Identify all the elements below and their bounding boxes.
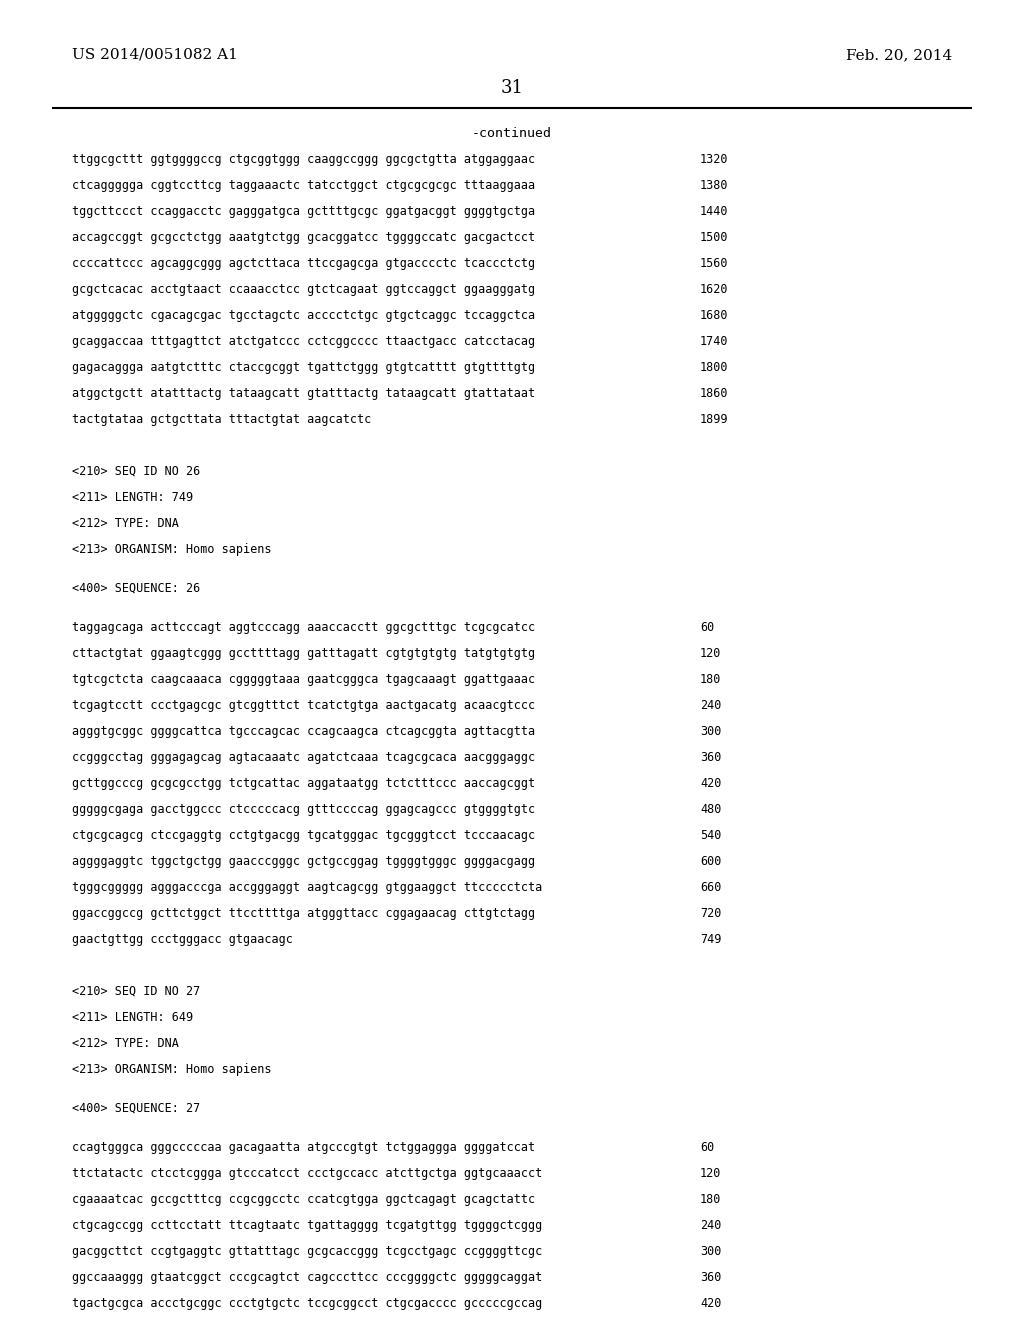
Text: 660: 660 [700,880,721,894]
Text: <210> SEQ ID NO 26: <210> SEQ ID NO 26 [72,465,201,478]
Text: ggaccggccg gcttctggct ttccttttga atgggttacc cggagaacag cttgtctagg: ggaccggccg gcttctggct ttccttttga atgggtt… [72,907,536,920]
Text: taggagcaga acttcccagt aggtcccagg aaaccacctt ggcgctttgc tcgcgcatcc: taggagcaga acttcccagt aggtcccagg aaaccac… [72,620,536,634]
Text: <210> SEQ ID NO 27: <210> SEQ ID NO 27 [72,985,201,998]
Text: 1440: 1440 [700,205,728,218]
Text: tcgagtcctt ccctgagcgc gtcggtttct tcatctgtga aactgacatg acaacgtccc: tcgagtcctt ccctgagcgc gtcggtttct tcatctg… [72,700,536,711]
Text: 120: 120 [700,647,721,660]
Text: atggctgctt atatttactg tataagcatt gtatttactg tataagcatt gtattataat: atggctgctt atatttactg tataagcatt gtattta… [72,387,536,400]
Text: tgactgcgca accctgcggc ccctgtgctc tccgcggcct ctgcgacccc gcccccgccag: tgactgcgca accctgcggc ccctgtgctc tccgcgg… [72,1298,543,1309]
Text: ggccaaaggg gtaatcggct cccgcagtct cagcccttcc cccggggctc gggggcaggat: ggccaaaggg gtaatcggct cccgcagtct cagccct… [72,1271,543,1284]
Text: 120: 120 [700,1167,721,1180]
Text: gggggcgaga gacctggccc ctcccccacg gtttccccag ggagcagccc gtggggtgtc: gggggcgaga gacctggccc ctcccccacg gtttccc… [72,803,536,816]
Text: 420: 420 [700,1298,721,1309]
Text: ctgcagccgg ccttcctatt ttcagtaatc tgattagggg tcgatgttgg tggggctcggg: ctgcagccgg ccttcctatt ttcagtaatc tgattag… [72,1218,543,1232]
Text: <213> ORGANISM: Homo sapiens: <213> ORGANISM: Homo sapiens [72,543,271,556]
Text: <212> TYPE: DNA: <212> TYPE: DNA [72,1038,179,1049]
Text: 31: 31 [501,79,523,96]
Text: gagacaggga aatgtctttc ctaccgcggt tgattctggg gtgtcatttt gtgttttgtg: gagacaggga aatgtctttc ctaccgcggt tgattct… [72,360,536,374]
Text: 600: 600 [700,855,721,869]
Text: 1740: 1740 [700,335,728,348]
Text: ccagtgggca gggcccccaa gacagaatta atgcccgtgt tctggaggga ggggatccat: ccagtgggca gggcccccaa gacagaatta atgcccg… [72,1140,536,1154]
Text: 420: 420 [700,777,721,789]
Text: agggtgcggc ggggcattca tgcccagcac ccagcaagca ctcagcggta agttacgtta: agggtgcggc ggggcattca tgcccagcac ccagcaa… [72,725,536,738]
Text: 480: 480 [700,803,721,816]
Text: gcgctcacac acctgtaact ccaaacctcc gtctcagaat ggtccaggct ggaagggatg: gcgctcacac acctgtaact ccaaacctcc gtctcag… [72,282,536,296]
Text: 300: 300 [700,1245,721,1258]
Text: tactgtataa gctgcttata tttactgtat aagcatctc: tactgtataa gctgcttata tttactgtat aagcatc… [72,413,372,426]
Text: gcttggcccg gcgcgcctgg tctgcattac aggataatgg tctctttccc aaccagcggt: gcttggcccg gcgcgcctgg tctgcattac aggataa… [72,777,536,789]
Text: tgggcggggg agggacccga accgggaggt aagtcagcgg gtggaaggct ttccccctcta: tgggcggggg agggacccga accgggaggt aagtcag… [72,880,543,894]
Text: gacggcttct ccgtgaggtc gttatttagc gcgcaccggg tcgcctgagc ccggggttcgc: gacggcttct ccgtgaggtc gttatttagc gcgcacc… [72,1245,543,1258]
Text: ttggcgcttt ggtggggccg ctgcggtggg caaggccggg ggcgctgtta atggaggaac: ttggcgcttt ggtggggccg ctgcggtggg caaggcc… [72,153,536,166]
Text: <400> SEQUENCE: 26: <400> SEQUENCE: 26 [72,582,201,595]
Text: gaactgttgg ccctgggacc gtgaacagc: gaactgttgg ccctgggacc gtgaacagc [72,933,293,946]
Text: 1380: 1380 [700,180,728,191]
Text: ctcaggggga cggtccttcg taggaaactc tatcctggct ctgcgcgcgc tttaaggaaa: ctcaggggga cggtccttcg taggaaactc tatcctg… [72,180,536,191]
Text: <400> SEQUENCE: 27: <400> SEQUENCE: 27 [72,1102,201,1115]
Text: <211> LENGTH: 749: <211> LENGTH: 749 [72,491,194,504]
Text: 1899: 1899 [700,413,728,426]
Text: tggcttccct ccaggacctc gagggatgca gcttttgcgc ggatgacggt ggggtgctga: tggcttccct ccaggacctc gagggatgca gcttttg… [72,205,536,218]
Text: 180: 180 [700,673,721,686]
Text: 540: 540 [700,829,721,842]
Text: <213> ORGANISM: Homo sapiens: <213> ORGANISM: Homo sapiens [72,1063,271,1076]
Text: -continued: -continued [472,127,552,140]
Text: aggggaggtc tggctgctgg gaacccgggc gctgccggag tggggtgggc ggggacgagg: aggggaggtc tggctgctgg gaacccgggc gctgccg… [72,855,536,869]
Text: 1860: 1860 [700,387,728,400]
Text: 60: 60 [700,1140,715,1154]
Text: ccgggcctag gggagagcag agtacaaatc agatctcaaa tcagcgcaca aacgggaggc: ccgggcctag gggagagcag agtacaaatc agatctc… [72,751,536,764]
Text: 240: 240 [700,1218,721,1232]
Text: <212> TYPE: DNA: <212> TYPE: DNA [72,517,179,531]
Text: 1800: 1800 [700,360,728,374]
Text: cgaaaatcac gccgctttcg ccgcggcctc ccatcgtgga ggctcagagt gcagctattc: cgaaaatcac gccgctttcg ccgcggcctc ccatcgt… [72,1193,536,1206]
Text: cttactgtat ggaagtcggg gccttttagg gatttagatt cgtgtgtgtg tatgtgtgtg: cttactgtat ggaagtcggg gccttttagg gatttag… [72,647,536,660]
Text: Feb. 20, 2014: Feb. 20, 2014 [846,48,952,62]
Text: 300: 300 [700,725,721,738]
Text: 1680: 1680 [700,309,728,322]
Text: 240: 240 [700,700,721,711]
Text: tgtcgctcta caagcaaaca cgggggtaaa gaatcgggca tgagcaaagt ggattgaaac: tgtcgctcta caagcaaaca cgggggtaaa gaatcgg… [72,673,536,686]
Text: 1500: 1500 [700,231,728,244]
Text: ttctatactc ctcctcggga gtcccatcct ccctgccacc atcttgctga ggtgcaaacct: ttctatactc ctcctcggga gtcccatcct ccctgcc… [72,1167,543,1180]
Text: 1560: 1560 [700,257,728,271]
Text: gcaggaccaa tttgagttct atctgatccc cctcggcccc ttaactgacc catcctacag: gcaggaccaa tttgagttct atctgatccc cctcggc… [72,335,536,348]
Text: atgggggctc cgacagcgac tgcctagctc acccctctgc gtgctcaggc tccaggctca: atgggggctc cgacagcgac tgcctagctc acccctc… [72,309,536,322]
Text: accagccggt gcgcctctgg aaatgtctgg gcacggatcc tggggccatc gacgactcct: accagccggt gcgcctctgg aaatgtctgg gcacgga… [72,231,536,244]
Text: 749: 749 [700,933,721,946]
Text: ctgcgcagcg ctccgaggtg cctgtgacgg tgcatgggac tgcgggtcct tcccaacagc: ctgcgcagcg ctccgaggtg cctgtgacgg tgcatgg… [72,829,536,842]
Text: 60: 60 [700,620,715,634]
Text: 1320: 1320 [700,153,728,166]
Text: ccccattccc agcaggcggg agctcttaca ttccgagcga gtgacccctc tcaccctctg: ccccattccc agcaggcggg agctcttaca ttccgag… [72,257,536,271]
Text: 180: 180 [700,1193,721,1206]
Text: US 2014/0051082 A1: US 2014/0051082 A1 [72,48,238,62]
Text: 360: 360 [700,751,721,764]
Text: 720: 720 [700,907,721,920]
Text: 1620: 1620 [700,282,728,296]
Text: <211> LENGTH: 649: <211> LENGTH: 649 [72,1011,194,1024]
Text: 360: 360 [700,1271,721,1284]
